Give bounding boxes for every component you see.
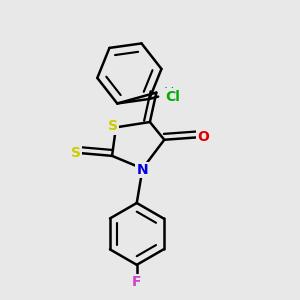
Text: S: S (108, 119, 118, 134)
Text: N: N (137, 163, 148, 177)
Text: Cl: Cl (165, 90, 180, 104)
Text: F: F (132, 275, 142, 289)
Text: O: O (197, 130, 209, 144)
Text: H: H (164, 85, 174, 100)
Text: S: S (71, 146, 81, 160)
